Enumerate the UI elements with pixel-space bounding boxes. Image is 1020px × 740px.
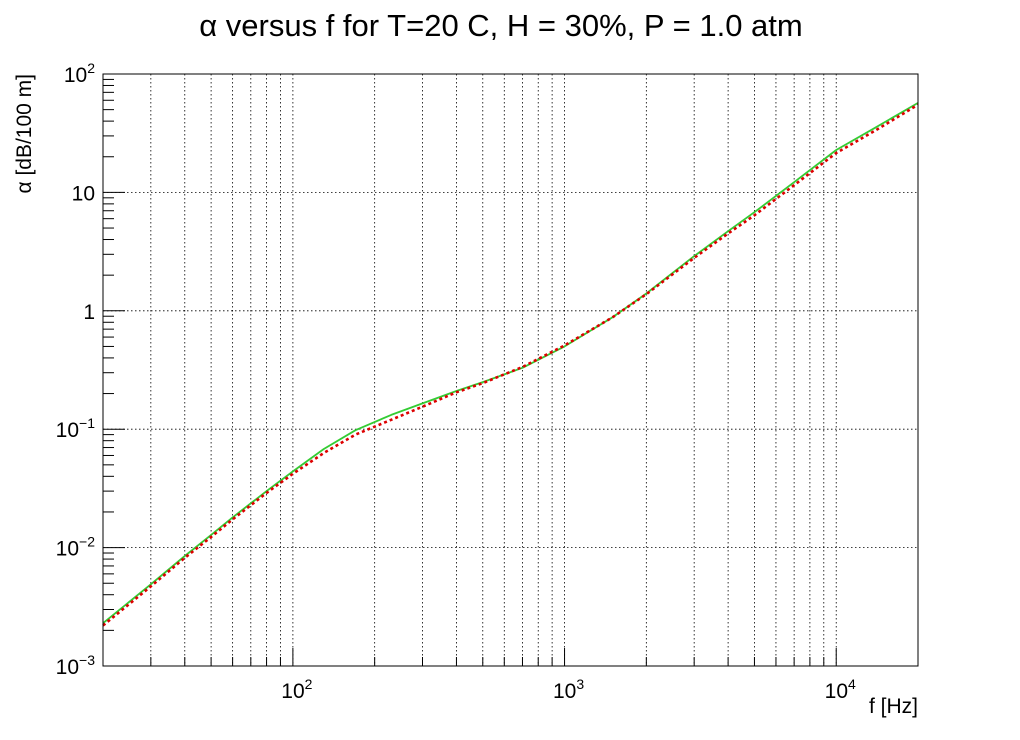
y-axis-label: α [dB/100 m] xyxy=(13,74,36,194)
y-tick-label: 1 xyxy=(83,301,95,324)
x-tick-label: 103 xyxy=(553,676,584,703)
series-line-2 xyxy=(102,103,919,627)
y-tick-label: 10 xyxy=(72,182,95,205)
x-axis-label: f [Hz] xyxy=(869,695,918,718)
tick-labels: 102 103 104 10−3 10−2 10−1 1 10 102 xyxy=(56,60,856,703)
plot-frame xyxy=(102,73,919,667)
y-tick-label: 10−1 xyxy=(56,415,96,442)
plot-area xyxy=(102,102,919,627)
chart-title: α versus f for T=20 C, H = 30%, P = 1.0 … xyxy=(199,8,802,43)
y-tick-label: 102 xyxy=(64,60,95,87)
grid xyxy=(103,74,918,666)
series-line-1 xyxy=(102,102,919,624)
axis-ticks xyxy=(102,73,919,667)
y-tick-label: 10−2 xyxy=(56,534,96,561)
x-tick-label: 102 xyxy=(281,676,312,703)
y-tick-label: 10−3 xyxy=(56,652,96,679)
x-tick-label: 104 xyxy=(825,676,856,703)
